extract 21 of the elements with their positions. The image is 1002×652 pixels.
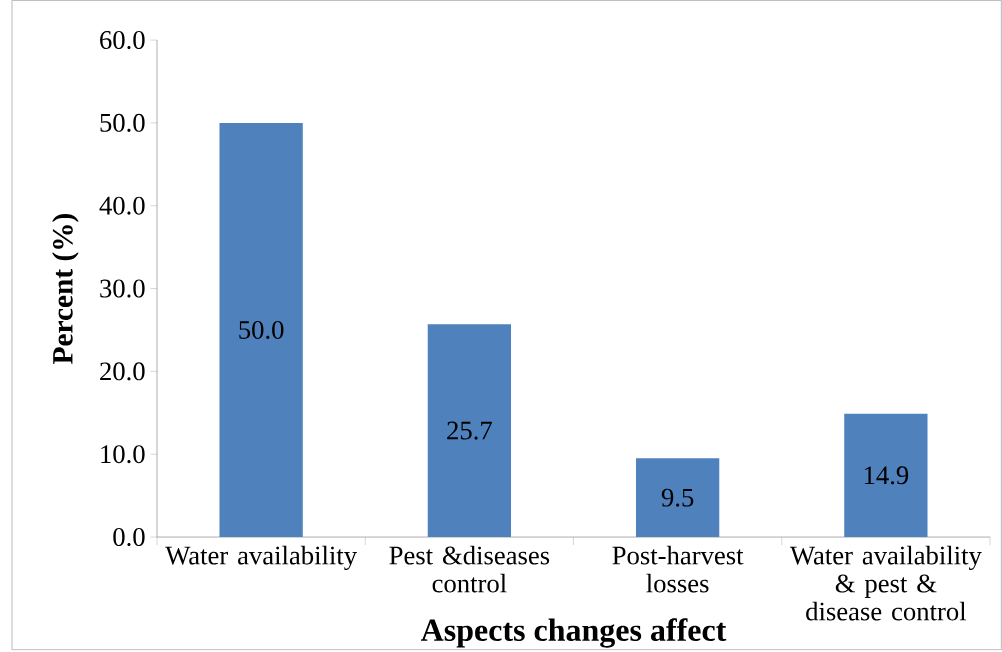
y-tick-label: 30.0: [100, 279, 145, 298]
y-tick-label: 20.0: [100, 362, 145, 381]
y-axis-title: Percent (%): [52, 213, 79, 364]
bar: [219, 122, 303, 537]
data-label: 9.5: [661, 488, 694, 507]
y-tick-label: 40.0: [99, 196, 145, 215]
y-tick-label: 60.0: [100, 30, 145, 50]
data-label: 14.9: [864, 466, 909, 485]
bar: [635, 458, 720, 537]
bar: [844, 413, 928, 537]
x-tick-label: Water availability & pest & disease control: [789, 545, 982, 621]
y-tick-label: 0.0: [113, 527, 145, 547]
bar: [427, 324, 512, 537]
x-tick-label: Water availability: [165, 545, 357, 570]
data-label: 50.0: [239, 320, 284, 339]
y-tick-label: 50.0: [100, 113, 145, 132]
x-axis-title: Aspects changes affect: [420, 618, 727, 648]
x-tick-label: Pest &diseases control: [389, 545, 550, 593]
x-tick-label: Post-harvest losses: [612, 545, 744, 593]
data-label: 25.7: [447, 421, 492, 440]
y-tick-label: 10.0: [101, 445, 145, 464]
